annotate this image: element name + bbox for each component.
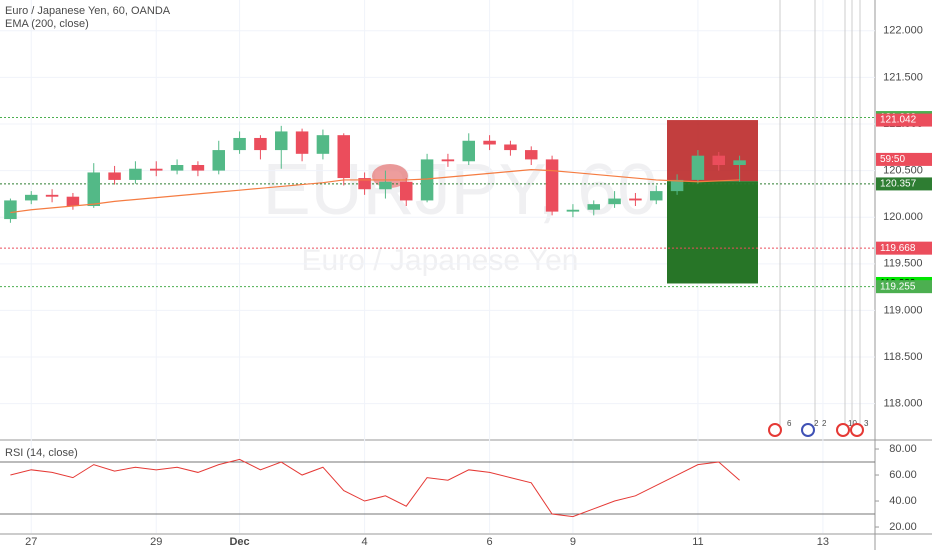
price-label-box: [876, 152, 932, 166]
rsi-tick-label: 60.00: [889, 469, 917, 481]
candle-body: [400, 181, 413, 201]
candle-body: [650, 191, 663, 201]
candle-body: [504, 144, 517, 151]
candle-body: [25, 194, 38, 201]
candle-body: [45, 194, 59, 197]
candle-body: [525, 150, 538, 160]
x-tick-label: 11: [692, 536, 703, 548]
candle-body: [212, 150, 225, 171]
candle-body: [441, 159, 455, 162]
rsi-tick-label: 80.00: [889, 443, 917, 455]
candle-body: [462, 140, 475, 162]
candle-body: [733, 160, 746, 165]
candle-body: [316, 135, 330, 154]
x-tick-label: 9: [570, 536, 576, 548]
watermark: EURJPY, 60: [263, 150, 658, 230]
y-tick-label: 121.500: [883, 71, 923, 83]
x-tick-label: 6: [487, 536, 493, 548]
price-label: 121.042: [880, 115, 917, 126]
rsi-tick-label: 40.00: [889, 495, 917, 507]
price-label-box: [876, 177, 932, 191]
candle-body: [4, 200, 17, 220]
candle-body: [337, 135, 350, 179]
candle-body: [129, 168, 142, 180]
y-tick-label: 120.000: [883, 211, 923, 223]
price-label-box: [876, 113, 932, 127]
event-count: 2: [822, 419, 827, 428]
candle-body: [150, 168, 163, 171]
candle-body: [587, 204, 600, 210]
price-label: 120.357: [880, 179, 917, 190]
candle-body: [358, 178, 371, 190]
y-tick-label: 118.500: [884, 351, 923, 363]
price-label: 119.668: [880, 243, 916, 254]
y-tick-label: 119.000: [884, 304, 923, 316]
event-badges: 6 2 2 10 3: [768, 419, 869, 437]
price-label: 119.255: [880, 281, 916, 292]
candle-body: [275, 131, 288, 151]
y-tick-label: 119.500: [884, 258, 923, 270]
position-profit: [667, 181, 758, 284]
price-label-box: [876, 280, 932, 294]
candle-body: [670, 179, 684, 192]
candle-body: [629, 198, 642, 201]
candle-body: [691, 155, 705, 180]
candle-body: [712, 155, 725, 165]
y-tick-label: 120.500: [883, 164, 923, 176]
event-count: 3: [864, 419, 869, 428]
chart-title: Euro / Japanese Yen, 60, OANDA: [5, 5, 171, 17]
event-count: 2: [814, 419, 819, 428]
watermark-sub: Euro / Japanese Yen: [302, 244, 579, 277]
candle-body: [420, 159, 434, 201]
y-tick-label: 118.000: [884, 398, 923, 410]
event-icon[interactable]: [836, 423, 850, 437]
price-label: 59:50: [880, 154, 905, 165]
candle-body: [545, 159, 559, 212]
x-tick-label: 29: [150, 536, 162, 548]
x-tick-label: Dec: [229, 536, 249, 548]
candle-body: [608, 198, 621, 205]
rsi-title: RSI (14, close): [5, 447, 78, 459]
y-tick-label: 122.000: [883, 25, 923, 37]
rsi-tick-label: 20.00: [889, 521, 917, 533]
ema-line: [10, 169, 740, 214]
legend-entry: EMA (200, close): [5, 18, 89, 30]
candle-body: [566, 209, 580, 212]
candle-body: [66, 196, 80, 207]
event-count: 10: [848, 419, 857, 428]
candle-body: [191, 165, 205, 171]
event-count: 6: [787, 419, 792, 428]
x-tick-label: 13: [817, 536, 829, 548]
x-tick-label: 4: [362, 536, 368, 548]
candle-body: [87, 172, 100, 207]
price-label-box: [876, 241, 932, 255]
candle-body: [254, 137, 267, 151]
candle-body: [108, 172, 121, 180]
event-icon[interactable]: [850, 423, 864, 437]
position-loss: [667, 120, 758, 182]
candle-body: [295, 131, 309, 154]
x-tick-label: 27: [25, 536, 37, 548]
candle-body: [170, 165, 184, 171]
candle-body: [233, 137, 246, 151]
event-icon[interactable]: [801, 423, 815, 437]
rsi-line: [10, 458, 740, 518]
event-icon[interactable]: [768, 423, 782, 437]
candle-body: [483, 140, 496, 145]
candle-body: [379, 181, 392, 190]
